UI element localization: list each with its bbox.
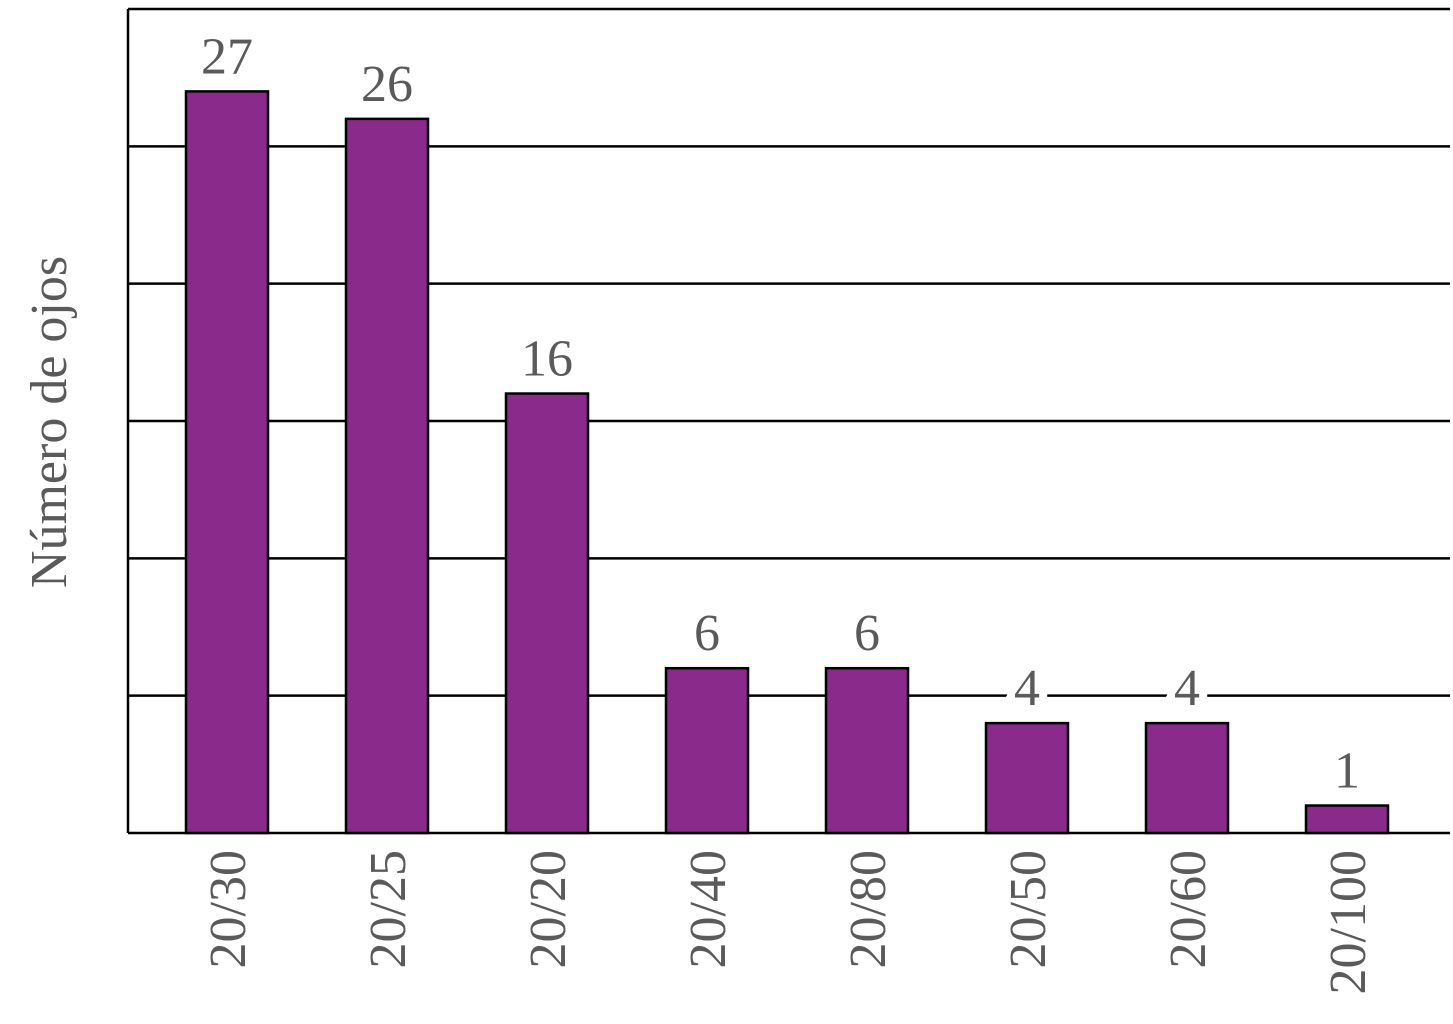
x-tick-label: 20/100: [1320, 850, 1377, 994]
value-label: 6: [694, 605, 720, 662]
value-label: 6: [854, 605, 880, 662]
y-axis-label: Número de ojos: [21, 256, 78, 588]
x-tick-label: 20/60: [1160, 850, 1217, 968]
bar: [824, 666, 910, 835]
bar: [1144, 721, 1230, 835]
x-tick-label: 20/40: [680, 850, 737, 968]
value-label: 1: [1334, 743, 1360, 800]
value-label: 16: [521, 331, 573, 388]
bar: [1304, 804, 1390, 835]
x-tick-label: 20/30: [200, 850, 257, 968]
value-label: 4: [1014, 660, 1040, 717]
x-tick-label: 20/80: [840, 850, 897, 968]
bar: [664, 666, 750, 835]
x-tick-label: 20/25: [360, 850, 417, 968]
value-label: 27: [201, 28, 253, 85]
bar: [504, 392, 590, 835]
x-tick-label: 20/50: [1000, 850, 1057, 968]
value-label: 26: [361, 56, 413, 113]
bar: [184, 90, 270, 835]
value-label: 4: [1174, 660, 1200, 717]
bar: [984, 721, 1070, 835]
x-tick-label: 20/20: [520, 850, 577, 968]
bar: [344, 117, 430, 835]
